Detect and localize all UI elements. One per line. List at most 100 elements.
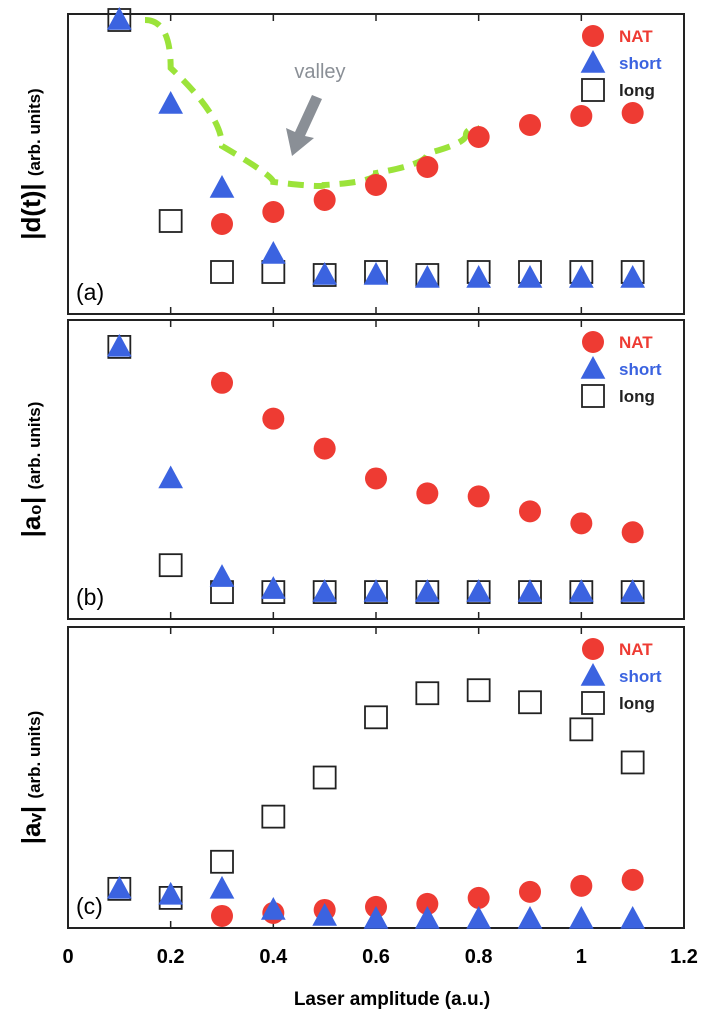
legend-marker-short — [580, 356, 606, 379]
x-tick-label: 0.8 — [465, 946, 493, 968]
panel-label: (a) — [76, 279, 104, 305]
series-short — [106, 333, 646, 602]
data-point-nat — [416, 482, 439, 505]
data-point-long — [620, 750, 645, 775]
data-point-nat — [519, 500, 541, 523]
data-point-nat — [570, 105, 593, 127]
data-point-long — [466, 678, 491, 703]
data-point-short — [568, 579, 594, 602]
data-point-short — [106, 875, 132, 899]
data-point-short — [466, 265, 492, 288]
data-point-nat — [467, 485, 490, 508]
data-point-short — [312, 902, 338, 926]
legend-marker-nat — [582, 638, 604, 660]
annotation-arrow — [286, 95, 322, 156]
data-point-short — [568, 905, 594, 929]
data-point-short — [158, 465, 184, 489]
data-point-nat — [621, 102, 644, 124]
data-point-short — [620, 265, 646, 288]
legend-marker-nat — [582, 25, 604, 47]
series-short — [106, 875, 646, 929]
data-point-short — [466, 579, 492, 602]
data-point-short — [363, 262, 389, 285]
legend-marker-long — [581, 691, 605, 715]
legend-label-long: long — [619, 81, 655, 100]
legend-marker-short — [580, 663, 606, 686]
x-tick-label: 0 — [62, 946, 73, 968]
legend: NAT short long — [580, 331, 662, 408]
data-point-short — [106, 333, 132, 357]
x-axis-label: Laser amplitude (a.u.) — [294, 989, 490, 1010]
data-point-short — [260, 241, 286, 264]
data-point-short — [158, 881, 184, 905]
valley-trend-curve — [144, 17, 479, 189]
legend-label-long: long — [619, 387, 655, 406]
legend-marker-long — [581, 78, 605, 102]
y-axis-label: |aᵥ| (arb. units) — [16, 711, 46, 845]
data-point-short — [260, 896, 286, 920]
panel-2: NAT short long (b) |a₀| (arb. units) — [16, 319, 685, 620]
panel-label: (c) — [76, 893, 103, 919]
legend-label-short: short — [619, 667, 662, 686]
x-tick-label: 1 — [576, 946, 587, 968]
data-point-short — [363, 579, 389, 602]
data-point-nat — [467, 126, 490, 148]
annotation-valley: valley — [294, 61, 345, 83]
data-point-long — [364, 705, 388, 730]
data-point-nat — [416, 892, 439, 915]
series-long — [107, 8, 645, 287]
data-point-short — [517, 905, 543, 929]
x-tick-label: 1.2 — [670, 946, 698, 968]
legend-label-short: short — [619, 360, 662, 379]
data-point-short — [414, 579, 440, 602]
data-point-short — [363, 905, 389, 929]
series-nat — [211, 102, 644, 235]
data-point-nat — [211, 371, 233, 394]
data-point-nat — [262, 407, 285, 430]
data-point-nat — [262, 201, 285, 223]
data-point-long — [518, 690, 542, 715]
data-point-nat — [365, 467, 387, 490]
data-point-long — [312, 765, 337, 790]
legend-label-long: long — [619, 694, 655, 713]
data-point-short — [568, 265, 594, 288]
legend-marker-nat — [582, 331, 604, 353]
data-point-long — [415, 681, 440, 706]
data-point-nat — [621, 521, 644, 544]
data-point-nat — [313, 189, 336, 211]
x-tick-label: 0.6 — [362, 946, 390, 968]
legend-label-nat: NAT — [619, 640, 653, 659]
data-point-nat — [467, 886, 490, 909]
legend-marker-short — [580, 50, 606, 73]
y-axis-label: |d(t)| (arb. units) — [16, 88, 46, 239]
data-point-short — [414, 265, 440, 288]
x-tick-label: 0.4 — [259, 946, 288, 968]
legend: NAT short long — [580, 25, 662, 102]
data-point-long — [261, 260, 286, 284]
legend: NAT short long — [580, 638, 662, 715]
data-point-short — [517, 265, 543, 288]
data-point-short — [312, 262, 338, 285]
data-point-nat — [519, 114, 541, 136]
data-point-long — [210, 849, 234, 874]
panel-label: (b) — [76, 584, 104, 610]
data-point-nat — [313, 437, 336, 460]
panel-1: valley NAT short long (a) |d(t)| (arb. units) — [16, 7, 685, 315]
y-axis-label: |a₀| (arb. units) — [16, 402, 46, 538]
data-point-short — [209, 175, 235, 198]
legend-marker-long — [581, 384, 605, 408]
data-point-short — [620, 579, 646, 602]
data-point-nat — [365, 174, 387, 196]
x-tick-label: 0.2 — [157, 946, 185, 968]
data-point-nat — [570, 512, 593, 535]
data-point-short — [620, 905, 646, 929]
data-point-long — [158, 209, 183, 233]
data-point-long — [569, 717, 594, 742]
data-point-nat — [570, 874, 593, 897]
data-point-short — [106, 7, 132, 30]
data-point-nat — [211, 904, 233, 927]
data-point-short — [260, 576, 286, 599]
data-point-nat — [416, 156, 439, 178]
panel-3: NAT short long (c) |aᵥ| (arb. units) 0 0.2 0.4 0… — [16, 626, 698, 1010]
